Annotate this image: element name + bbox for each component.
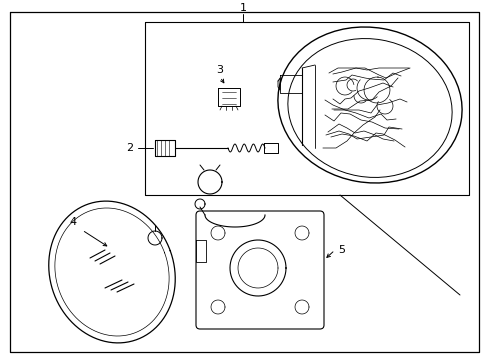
Text: 4: 4 <box>69 217 77 227</box>
Text: 3: 3 <box>216 65 223 75</box>
Text: 2: 2 <box>126 143 133 153</box>
Text: 1: 1 <box>239 3 246 13</box>
Text: 5: 5 <box>338 245 345 255</box>
